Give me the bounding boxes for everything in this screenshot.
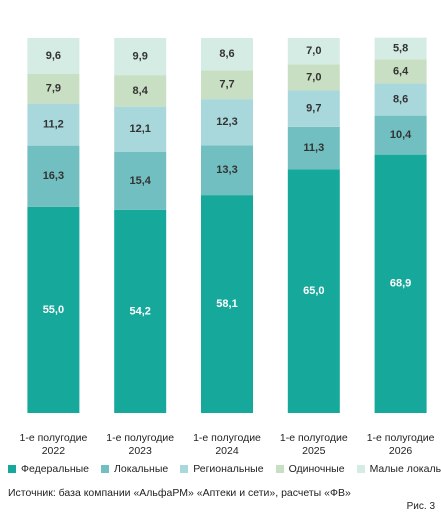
x-tick-label: 1-е полугодие 2022 [19,432,88,457]
value-label: 7,0 [306,71,321,83]
bar-segment [201,99,253,146]
figure-number: Рис. 3 [406,501,435,512]
value-label: 6,4 [393,65,409,77]
bar-segment [374,115,427,155]
legend-item: Локальные [101,463,168,475]
bar-segment [374,154,427,413]
value-label: 5,8 [393,42,408,54]
bar-segment [27,206,80,413]
value-label: 12,3 [216,116,237,128]
chart: 55,0 16,3 11,2 7,9 9,6 54,2 15,4 12,1 8,4 9,9 58,1… [27,37,427,413]
source: Источник: база компании «АльфаРМ» «Аптек… [8,487,351,499]
bar-segment [114,38,167,76]
value-label: 65,0 [303,285,324,297]
legend-item: Региональные [180,463,264,475]
legend-swatch [356,465,365,473]
legend-item: Малые локальные [356,463,441,475]
legend-swatch [8,465,16,473]
bar-segment [287,64,340,91]
bar-segment [27,38,80,74]
legend-swatch [101,465,110,473]
value-label: 68,9 [390,278,411,290]
value-label: 15,4 [129,175,151,187]
value-label: 11,3 [303,142,324,154]
x-tick-label: 1-е полугодие 2023 [106,432,175,457]
x-tick-label: 1-е полугодие 2025 [279,432,348,457]
bar-segment [114,152,167,210]
value-label: 11,2 [43,119,64,131]
bar-segment [27,145,80,207]
legend-item: Одиночные [275,463,345,475]
x-tick-label: 1-е полугодие 2024 [193,432,261,457]
legend: Федеральные Локальные Региональные Одиночны… [8,463,441,475]
legend-label: Одиночные [288,463,345,475]
value-label: 58,1 [216,298,237,310]
bar-segment [374,83,427,116]
value-label: 7,7 [219,79,234,91]
value-label: 9,7 [306,103,321,115]
legend-swatch [275,465,284,473]
bar-segment [201,38,253,71]
legend-swatch [180,465,189,473]
legend-label: Малые локальные [369,463,441,475]
x-tick-label: 1-е полугодие 2026 [366,432,435,457]
bar-segment [27,74,80,104]
value-label: 7,9 [46,83,61,95]
value-label: 10,4 [390,129,412,141]
value-label: 8,6 [219,48,234,60]
legend-label: Локальные [114,463,169,475]
bar-segment [374,37,427,60]
value-label: 54,2 [129,305,150,317]
legend-item: Федеральные [8,463,89,475]
bar-segment [287,90,340,127]
bar-segment [201,195,253,413]
value-label: 16,3 [43,170,64,182]
bar-segment [114,106,167,152]
value-label: 12,1 [129,123,150,135]
value-label: 8,4 [133,85,149,97]
value-label: 55,0 [43,304,64,316]
bar-segment [287,38,340,65]
legend-label: Федеральные [21,463,90,475]
value-label: 7,0 [306,45,321,57]
bar-segment [201,145,253,196]
bar-segment [114,209,167,413]
value-label: 8,6 [393,93,408,105]
bar-segment [201,70,253,100]
legend-label: Региональные [193,463,264,475]
bar-segment [27,103,80,146]
value-label: 13,3 [216,164,237,176]
value-label: 9,6 [46,50,61,62]
bar-segment [287,169,340,413]
bar-segment [287,126,340,170]
bar-segment [374,59,427,84]
bar-segment [114,75,167,107]
value-label: 9,9 [133,50,148,62]
